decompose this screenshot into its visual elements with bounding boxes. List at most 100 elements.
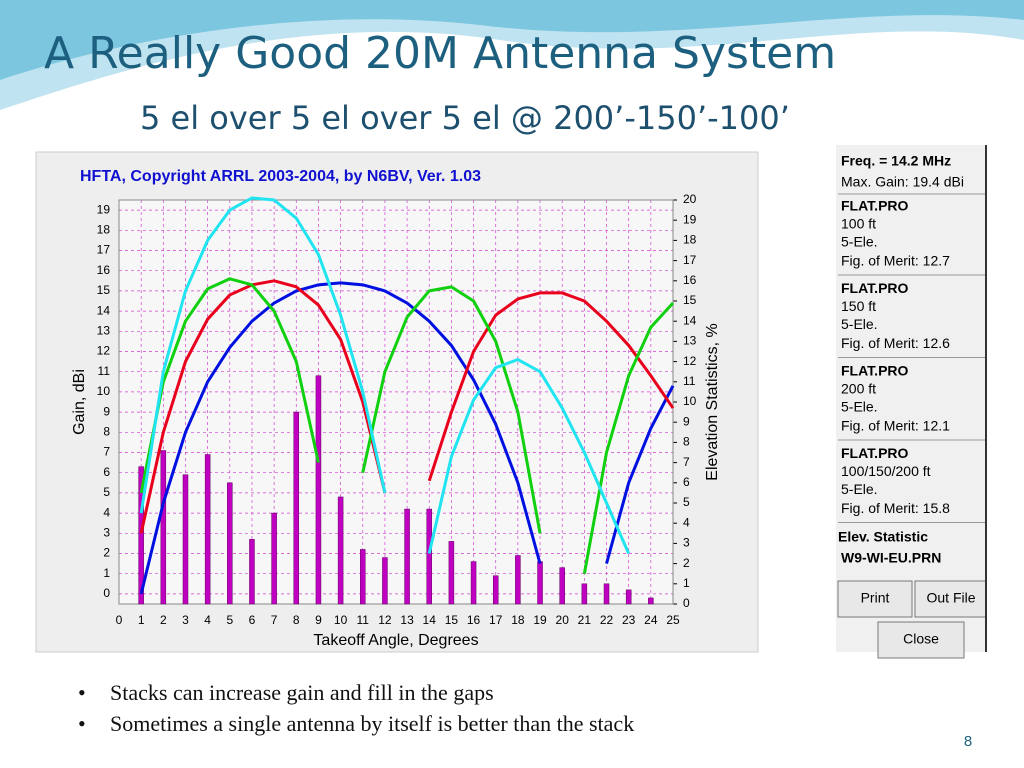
y-tick-label: 1 [103,566,110,580]
y2-tick-label: 1 [683,576,690,590]
y-tick-label: 8 [103,424,110,438]
x-tick-label: 8 [293,613,300,627]
bar [138,466,144,605]
y2-tick-label: 13 [683,334,697,348]
bar [315,375,322,605]
line [139,281,675,595]
y-tick-label: 14 [97,303,111,317]
y-tick-label: 18 [97,222,111,236]
bar [360,549,366,605]
file: FLAT.PRO [841,445,909,461]
y-tick-label: 3 [103,525,110,539]
y2-tick-label: 0 [683,596,690,610]
file: FLAT.PRO [841,363,909,379]
line [139,196,631,555]
x-tick-label: 22 [600,613,614,627]
bar [648,597,654,605]
bar [515,555,521,605]
chart-title: HFTA, Copyright ARRL 2003-2004, by N6BV,… [80,168,481,185]
x-tick-label: 2 [160,613,167,627]
slide-title: A Really Good 20M Antenna System [44,28,836,79]
merit: Fig. of Merit: 12.6 [841,335,950,351]
button[interactable] [837,580,913,618]
ele: 5-Ele. [841,399,878,415]
button-label[interactable]: Out File [926,590,975,606]
bar [271,512,277,605]
bar [227,482,233,605]
y-tick-label: 0 [103,586,110,600]
y2-tick-label: 7 [683,455,690,469]
ele: 5-Ele. [841,316,878,332]
x-tick-label: 21 [578,613,592,627]
x-tick-label: 17 [489,613,503,627]
y2-tick-label: 20 [683,192,697,206]
x-tick-label: 9 [315,613,322,627]
y-tick-label: 6 [103,465,110,479]
x-tick-label: 24 [644,613,658,627]
y-tick-label: 5 [103,485,110,499]
merit: Fig. of Merit: 15.8 [841,500,950,516]
y2-tick-label: 16 [683,273,697,287]
plot-area [119,200,673,604]
x-tick-label: 4 [204,613,211,627]
y2-tick-label: 8 [683,435,690,449]
y-tick-label: 4 [103,505,110,519]
x-tick-label: 25 [666,613,680,627]
bar [470,561,477,605]
x-axis-label: Takeoff Angle, Degrees [313,632,478,649]
legend-entry: 100 ft [841,216,876,232]
button-label[interactable]: Close [903,631,939,647]
bullet: Stacks can increase gain and fill in the… [110,680,494,705]
line [139,279,675,534]
bar [537,561,543,605]
y2-tick-label: 2 [683,556,690,570]
y2-tick-label: 11 [683,374,696,388]
x-tick-label: 12 [378,613,392,627]
bar [404,508,410,605]
bar [492,575,499,605]
y-tick-label: 17 [97,243,111,257]
bar [448,541,455,605]
y-tick-label: 11 [98,364,111,378]
y2-tick-label: 12 [683,354,697,368]
legend-entry: 200 ft [841,381,876,397]
y2-tick-label: 14 [683,313,697,327]
stat-title: Elev. Statistic [838,529,928,545]
ele: 5-Ele. [841,481,878,497]
y-tick-label: 16 [97,263,111,277]
y-tick-label: 9 [103,404,110,418]
y-tick-label: 10 [97,384,111,398]
side-panel [836,145,986,652]
bar [581,583,588,605]
bar [182,474,189,605]
x-tick-label: 16 [467,613,481,627]
x-tick-label: 20 [556,613,570,627]
x-tick-label: 15 [445,613,459,627]
button[interactable] [877,621,965,659]
x-tick-label: 3 [182,613,189,627]
y2-tick-label: 4 [683,515,690,529]
x-tick-label: 11 [357,613,370,627]
bar [204,454,211,605]
bar [603,583,610,605]
bullet: Sometimes a single antenna by itself is … [110,711,634,736]
bar [160,450,167,605]
x-tick-label: 7 [271,613,278,627]
y2-tick-label: 15 [683,293,697,307]
bullet-dot: • [78,680,86,705]
line [139,277,675,574]
bar [249,539,255,605]
merit: Fig. of Merit: 12.1 [841,418,950,434]
file: FLAT.PRO [841,198,909,214]
bullet-dot: • [78,711,86,736]
bar [293,411,300,605]
y2-tick-label: 18 [683,233,697,247]
ele: 5-Ele. [841,234,878,250]
bar [337,496,344,605]
x-tick-label: 0 [116,613,123,627]
max-gain: Max. Gain: 19.4 dBi [841,174,964,190]
x-tick-label: 23 [622,613,636,627]
y2-tick-label: 10 [683,394,697,408]
button-label[interactable]: Print [861,590,890,606]
